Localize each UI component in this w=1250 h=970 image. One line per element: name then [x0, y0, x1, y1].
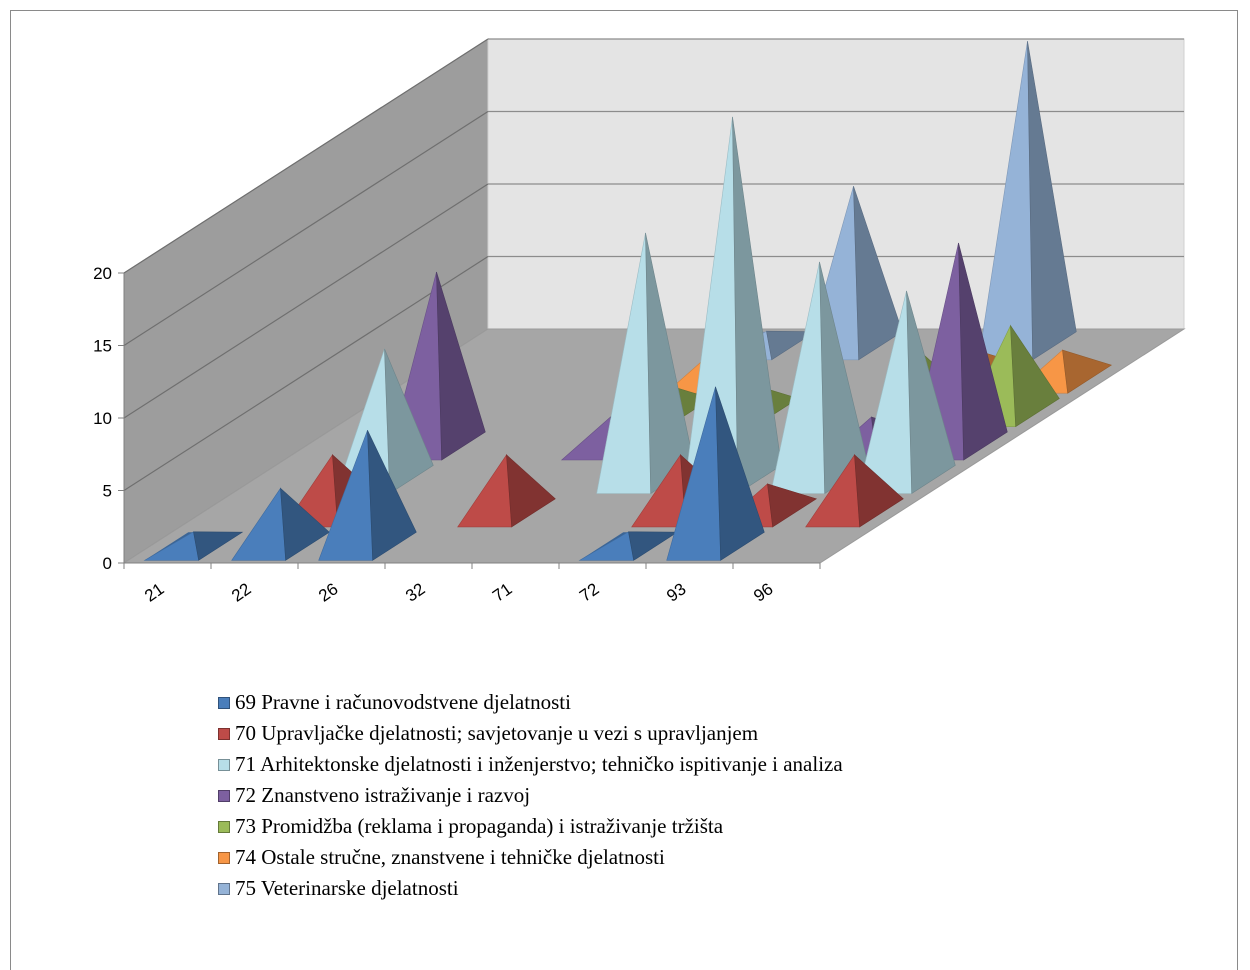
series-group	[143, 386, 765, 561]
pyramid	[805, 454, 904, 528]
y-tick-label: 20	[93, 264, 112, 283]
pyramid-side-face	[854, 454, 904, 528]
legend-entry: 71 Arhitektonske djelatnosti i inženjers…	[218, 749, 843, 780]
pyramid-side-face	[367, 430, 417, 561]
pyramid	[666, 386, 765, 561]
x-tick-label: 22	[228, 579, 254, 605]
legend-label: 71 Arhitektonske djelatnosti i inženjers…	[235, 752, 843, 776]
pyramid-chart: 0 5 10 15 20 21 22 26 32 71 72 93 96	[93, 38, 1186, 606]
y-tick-label: 15	[93, 337, 112, 356]
legend-swatch	[218, 696, 230, 709]
gridline-side	[123, 183, 489, 419]
y-tick-label: 0	[103, 554, 112, 573]
legend-entry: 70 Upravljačke djelatnosti; savjetovanje…	[218, 718, 843, 749]
pyramid-side-face	[1062, 349, 1113, 394]
legend-swatch	[218, 789, 230, 802]
legend-entry: 74 Ostale stručne, znanstvene i tehničke…	[218, 842, 843, 873]
legend-entry: 73 Promidžba (reklama i propaganda) i is…	[218, 811, 843, 842]
data-marks	[143, 41, 1113, 561]
x-tick-label: 93	[663, 579, 689, 605]
x-tick-label: 71	[489, 579, 515, 605]
legend-label: 72 Znanstveno istraživanje i razvoj	[235, 783, 531, 807]
pyramid-side-face	[1010, 324, 1060, 428]
x-axis-ticks: 21 22 26 32 71 72 93 96	[123, 562, 821, 606]
pyramid-side-face	[628, 531, 679, 561]
gridline-side	[123, 110, 489, 347]
legend-swatch	[218, 727, 230, 740]
pyramid-side-face	[1027, 41, 1077, 361]
pyramid-side-face	[958, 242, 1008, 461]
y-tick-label: 5	[103, 482, 112, 501]
pyramid-side-face	[436, 271, 486, 461]
legend-label: 73 Promidžba (reklama i propaganda) i is…	[235, 814, 724, 838]
gridline-side	[123, 255, 489, 492]
pyramid	[578, 531, 679, 561]
legend-entry: 75 Veterinarske djelatnosti	[218, 873, 843, 904]
gridline-side	[123, 38, 489, 274]
x-tick-label: 72	[576, 579, 602, 605]
x-tick-label: 26	[315, 579, 341, 605]
legend-entry: 69 Pravne i računovodstvene djelatnosti	[218, 687, 843, 718]
x-tick-label: 96	[750, 579, 776, 605]
legend-swatch	[218, 851, 230, 864]
pyramid	[978, 41, 1077, 361]
pyramid-side-face	[732, 116, 782, 495]
pyramid-side-face	[193, 531, 244, 561]
legend-label: 74 Ostale stručne, znanstvene i tehničke…	[235, 845, 665, 869]
pyramid	[457, 454, 556, 528]
pyramid-side-face	[715, 386, 765, 561]
pyramid-side-face	[767, 483, 818, 528]
pyramid	[231, 487, 330, 561]
x-tick-label: 21	[141, 579, 167, 605]
x-tick-label: 32	[402, 579, 428, 605]
legend-swatch	[218, 882, 230, 895]
legend-swatch	[218, 820, 230, 833]
legend-entry: 72 Znanstveno istraživanje i razvoj	[218, 780, 843, 811]
legend: 69 Pravne i računovodstvene djelatnosti 7…	[218, 687, 843, 904]
pyramid-side-face	[853, 186, 903, 361]
y-axis-ticks: 0 5 10 15 20	[93, 264, 125, 573]
pyramid-side-face	[906, 290, 956, 495]
pyramid-side-face	[280, 487, 330, 561]
legend-label: 70 Upravljačke djelatnosti; savjetovanje…	[235, 721, 759, 745]
pyramid	[318, 430, 417, 561]
y-tick-label: 10	[93, 409, 112, 428]
legend-label: 69 Pravne i računovodstvene djelatnosti	[235, 690, 571, 714]
chart-frame: 0 5 10 15 20 21 22 26 32 71 72 93 96 69 Pravne i ra…	[10, 10, 1238, 970]
gridlines	[123, 38, 1184, 492]
legend-label: 75 Veterinarske djelatnosti	[235, 876, 459, 900]
pyramid-side-face	[384, 348, 434, 495]
pyramid	[143, 531, 244, 561]
pyramid-side-face	[506, 454, 556, 528]
legend-swatch	[218, 758, 230, 771]
